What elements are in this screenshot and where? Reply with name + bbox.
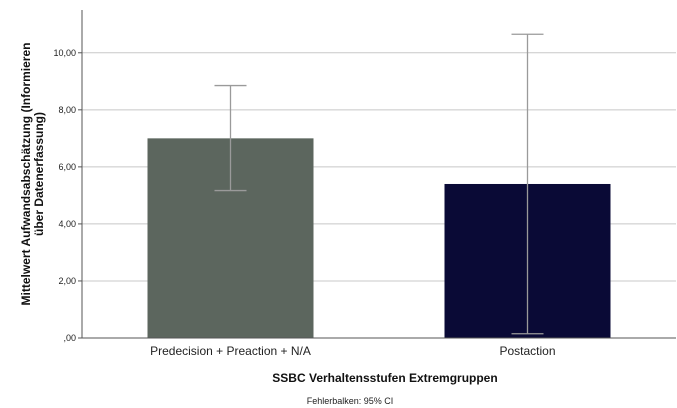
bars xyxy=(147,138,611,338)
error-bar-footnote: Fehlerbalken: 95% CI xyxy=(307,396,394,406)
y-axis-title-line: über Datenerfassung) xyxy=(32,112,46,236)
y-tick-label: 2,00 xyxy=(58,276,76,286)
x-axis-title: SSBC Verhaltensstufen Extremgruppen xyxy=(272,371,497,385)
y-tick-label: 4,00 xyxy=(58,219,76,229)
y-tick-label: 10,00 xyxy=(53,48,76,58)
y-tick-label: ,00 xyxy=(63,333,76,343)
y-tick-label: 6,00 xyxy=(58,162,76,172)
y-tick-labels: ,00 2,00 4,00 6,00 8,00 10,00 xyxy=(53,48,82,343)
error-bars xyxy=(214,33,544,335)
x-category-label: Predecision + Preaction + N/A xyxy=(150,344,311,358)
x-category-label: Postaction xyxy=(499,344,555,358)
x-category-labels: Predecision + Preaction + N/A Postaction xyxy=(150,344,555,358)
y-tick-label: 8,00 xyxy=(58,105,76,115)
y-axis-title: Mittelwert Aufwandsabschätzung (Informie… xyxy=(19,43,46,306)
y-axis-title-line: Mittelwert Aufwandsabschätzung (Informie… xyxy=(19,43,33,306)
